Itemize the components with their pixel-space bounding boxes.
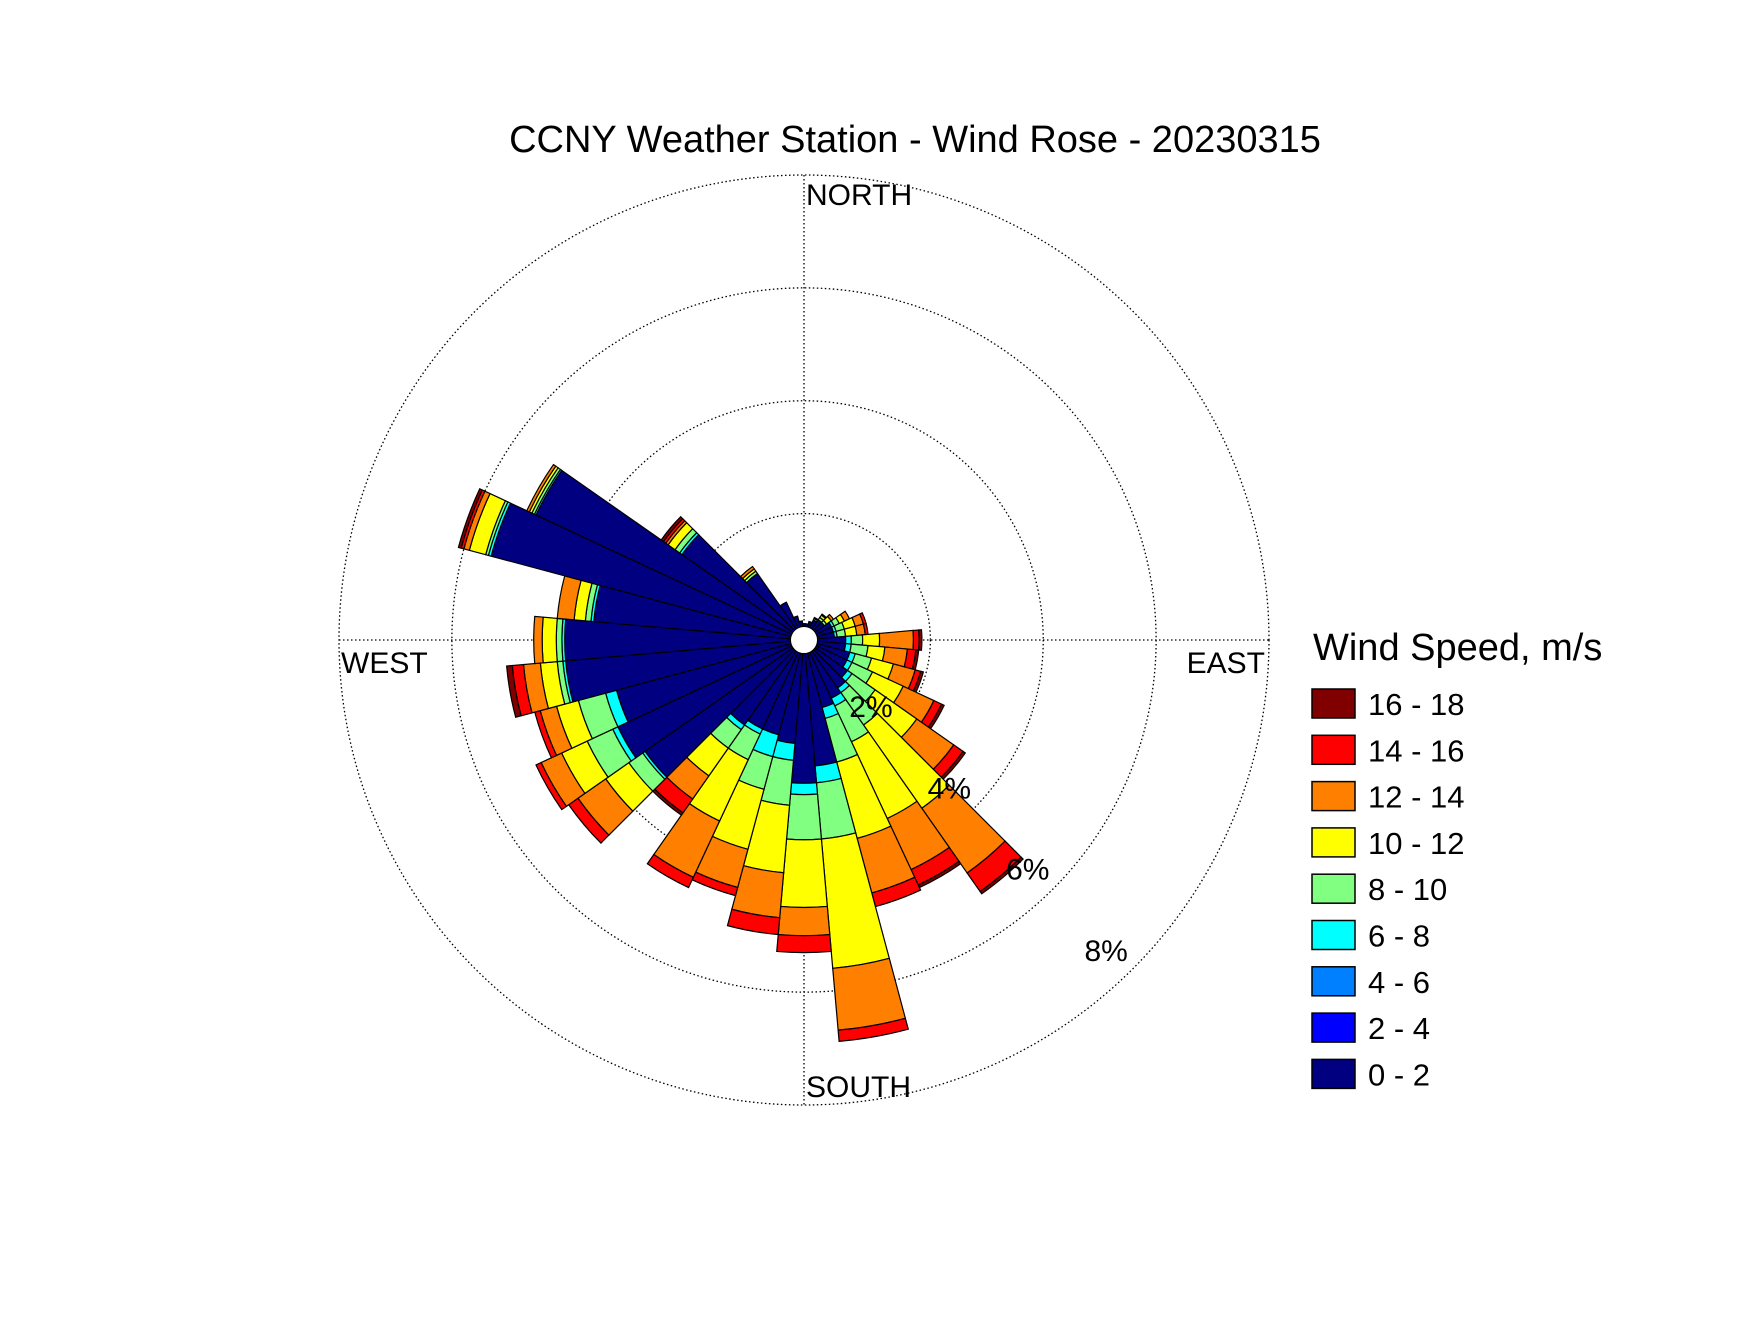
wedge-segment — [777, 935, 831, 953]
legend-swatch — [1312, 735, 1355, 764]
legend-swatch — [1312, 782, 1355, 811]
wedge-segment — [913, 630, 919, 650]
legend-label: 4 - 6 — [1368, 965, 1430, 1000]
wedge-segment — [534, 616, 543, 663]
wedge-segment — [778, 906, 830, 935]
wedge-segment — [862, 633, 879, 646]
chart-title: CCNY Weather Station - Wind Rose - 20230… — [509, 119, 1321, 161]
wedge-segment — [851, 635, 862, 645]
legend-label: 12 - 14 — [1368, 780, 1465, 815]
north-label: NORTH — [806, 179, 912, 212]
legend-swatch — [1312, 921, 1355, 950]
legend-label: 2 - 4 — [1368, 1011, 1430, 1046]
legend-swatch — [1312, 874, 1355, 903]
legend-label: 6 - 8 — [1368, 919, 1430, 954]
wedge-segment — [919, 630, 922, 651]
legend-swatch — [1312, 1059, 1355, 1088]
legend-title: Wind Speed, m/s — [1313, 627, 1602, 669]
radial-tick-label: 6% — [1006, 854, 1049, 887]
legend-swatch — [1312, 1013, 1355, 1042]
legend-swatch — [1312, 828, 1355, 857]
legend-label: 14 - 16 — [1368, 733, 1465, 768]
wedge-segment — [791, 783, 818, 795]
wedge-segment — [542, 617, 557, 663]
west-label: WEST — [341, 647, 428, 680]
wedge-segment — [787, 794, 822, 840]
radial-tick-label: 2% — [849, 691, 892, 724]
legend-label: 0 - 2 — [1368, 1057, 1430, 1092]
legend-swatch — [1312, 689, 1355, 718]
wedge-segment — [846, 636, 852, 644]
south-label: SOUTH — [806, 1071, 911, 1104]
legend-label: 8 - 10 — [1368, 872, 1447, 907]
radial-tick-label: 4% — [928, 772, 971, 805]
center-hole — [791, 627, 818, 654]
east-label: EAST — [1187, 647, 1265, 680]
legend-swatch — [1312, 967, 1355, 996]
legend-label: 10 - 12 — [1368, 826, 1465, 861]
radial-tick-label: 8% — [1084, 935, 1127, 968]
legend-label: 16 - 18 — [1368, 687, 1465, 722]
wedge-segment — [781, 839, 828, 907]
